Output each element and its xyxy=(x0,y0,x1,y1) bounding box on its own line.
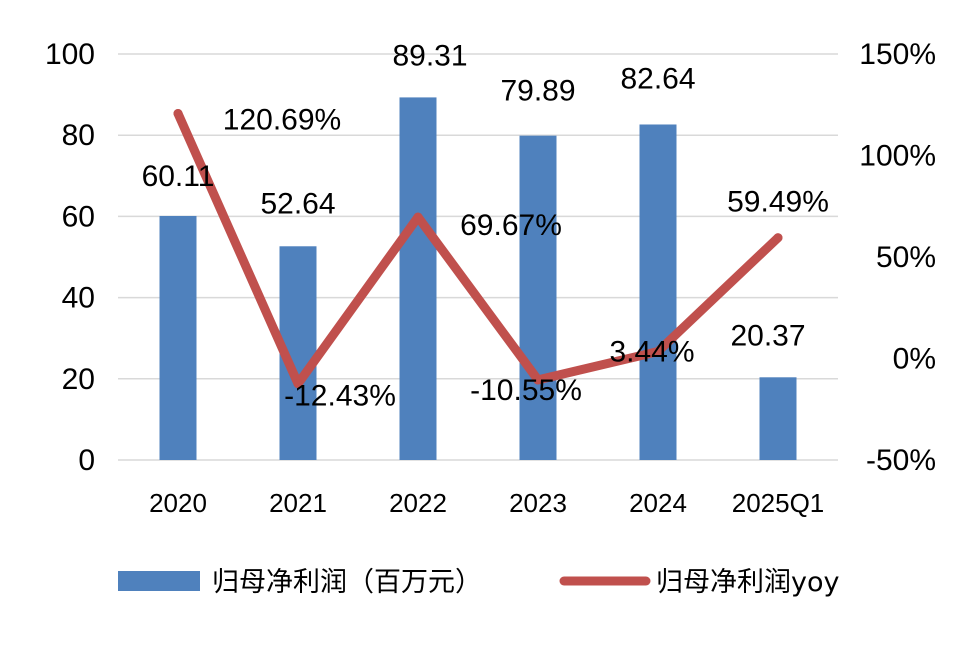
x-tick-label: 2024 xyxy=(629,488,687,518)
legend: 归母净利润（百万元） 归母净利润yoy xyxy=(118,567,839,598)
yoy-point xyxy=(293,379,303,389)
legend-bar-label: 归母净利润（百万元） xyxy=(212,567,482,598)
x-tick-label: 2023 xyxy=(509,488,567,518)
bar-value-label: 79.89 xyxy=(500,75,575,108)
y-right-tick-label: 0% xyxy=(893,343,936,376)
y-right-tick-label: 100% xyxy=(859,140,936,173)
yoy-point xyxy=(653,347,663,357)
bar xyxy=(519,135,557,460)
line-series xyxy=(173,108,783,389)
y-right-tick-label: -50% xyxy=(866,444,936,477)
bar-value-label: 89.31 xyxy=(392,39,467,72)
y-left-tick-label: 0 xyxy=(78,444,95,477)
x-tick-label: 2021 xyxy=(269,488,327,518)
yoy-value-label: 59.49% xyxy=(727,186,829,219)
yoy-value-label: 120.69% xyxy=(223,103,341,136)
yoy-point xyxy=(413,212,423,222)
legend-bar-swatch xyxy=(118,571,200,591)
bar-value-label: 20.37 xyxy=(730,319,805,352)
bar-value-label: 60.11 xyxy=(142,160,215,193)
y-right-tick-label: 50% xyxy=(876,241,936,274)
x-tick-label: 2022 xyxy=(389,488,447,518)
y-left-tick-label: 100 xyxy=(45,38,95,71)
y-left-tick-label: 80 xyxy=(62,119,95,152)
bar xyxy=(759,377,797,460)
y-right-tick-label: 150% xyxy=(859,38,936,71)
yoy-line xyxy=(173,108,783,389)
y-left-tick-label: 20 xyxy=(62,363,95,396)
bar-value-label: 52.64 xyxy=(260,187,335,220)
legend-line-label: 归母净利润yoy xyxy=(656,567,839,598)
yoy-value-label: -12.43% xyxy=(284,380,396,413)
bar-value-label: 82.64 xyxy=(620,62,695,95)
yoy-point xyxy=(173,108,183,118)
yoy-point xyxy=(533,375,543,385)
y-left-tick-label: 60 xyxy=(62,200,95,233)
axis-ticks: 0 20 40 60 80 100 -50% 0% 50% 100% 150% 2020 2021 202… xyxy=(45,38,936,518)
y-left-tick-label: 40 xyxy=(62,282,95,315)
x-tick-label: 2020 xyxy=(149,488,207,518)
yoy-value-label: 69.67% xyxy=(460,209,562,242)
bar xyxy=(399,97,437,460)
data-labels: 60.11 52.64 89.31 79.89 82.64 20.37 120.69% -12… xyxy=(142,39,829,412)
bar-series xyxy=(159,97,797,460)
bar xyxy=(159,215,197,460)
yoy-value-label: 3.44% xyxy=(609,336,694,369)
yoy-point xyxy=(773,233,783,243)
bar xyxy=(639,124,677,460)
yoy-value-label: -10.55% xyxy=(470,374,582,407)
x-tick-label: 2025Q1 xyxy=(732,488,825,518)
